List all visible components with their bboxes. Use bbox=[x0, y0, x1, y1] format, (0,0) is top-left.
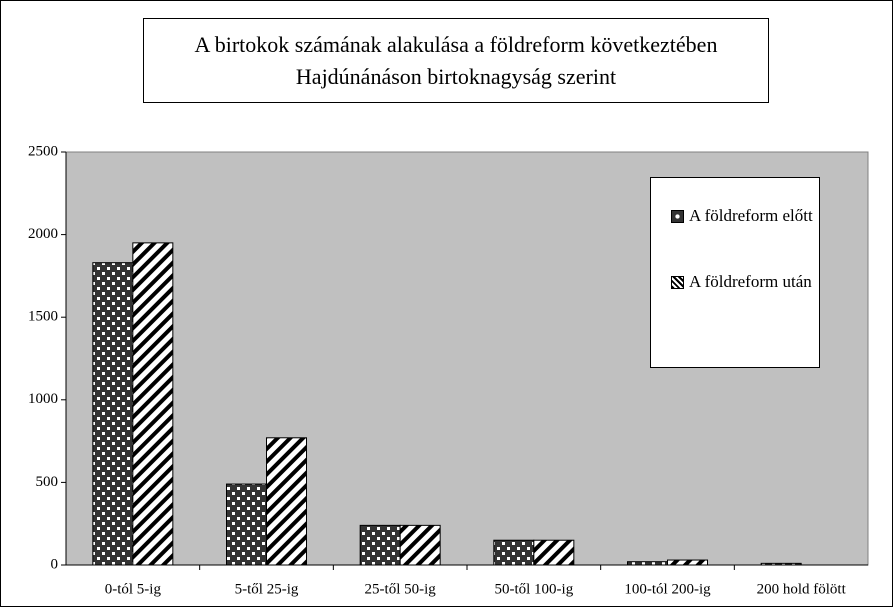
legend-item: A földreform után bbox=[671, 270, 814, 294]
legend-swatch bbox=[671, 276, 684, 289]
bar bbox=[760, 562, 802, 566]
chart-title: A birtokok számának alakulása a földrefo… bbox=[143, 18, 769, 103]
legend-label: A földreform után bbox=[689, 272, 812, 291]
bar bbox=[627, 561, 668, 566]
bar bbox=[399, 524, 441, 566]
bar bbox=[493, 539, 535, 566]
x-tick-label: 0-tól 5-ig bbox=[105, 581, 162, 597]
y-tick-label: 2500 bbox=[28, 143, 58, 159]
y-tick-label: 2000 bbox=[28, 226, 58, 242]
x-tick-label: 100-tól 200-ig bbox=[624, 581, 711, 597]
legend: A földreform előtt A földreform után bbox=[650, 177, 820, 368]
title-line: Hajdúnánáson birtoknagyság szerint bbox=[295, 64, 617, 89]
title-line: A birtokok számának alakulása a földrefo… bbox=[194, 32, 718, 57]
bar bbox=[266, 437, 307, 566]
y-tick-label: 500 bbox=[36, 474, 59, 490]
legend-label: A földreform előtt bbox=[689, 206, 813, 225]
x-tick-label: 50-től 100-ig bbox=[494, 581, 573, 597]
bar bbox=[132, 242, 174, 566]
x-tick-label: 5-től 25-ig bbox=[235, 581, 299, 597]
x-tick-label: 200 hold fölött bbox=[757, 581, 847, 597]
y-tick-label: 1000 bbox=[28, 391, 58, 407]
y-tick-label: 1500 bbox=[28, 309, 58, 325]
legend-swatch bbox=[671, 210, 684, 223]
y-tick-label: 0 bbox=[51, 556, 59, 572]
bar bbox=[359, 524, 401, 566]
bar bbox=[667, 559, 708, 566]
legend-item: A földreform előtt bbox=[671, 204, 814, 228]
bar bbox=[533, 539, 575, 566]
bar bbox=[92, 262, 134, 566]
bar bbox=[226, 483, 267, 566]
x-tick-label: 25-től 50-ig bbox=[365, 581, 437, 597]
